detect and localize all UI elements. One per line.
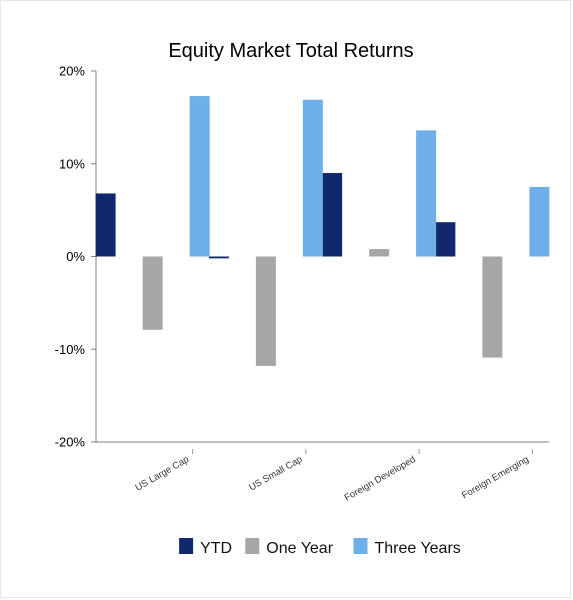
x-category-label: Foreign Developed <box>343 454 418 504</box>
bar-one-year <box>369 249 390 257</box>
legend-swatch-one-year <box>245 538 260 554</box>
y-tick-label: -10% <box>55 342 86 357</box>
x-category-label: US Large Cap <box>133 454 191 494</box>
bar-three-years <box>189 96 210 257</box>
legend-label-one-year: One Year <box>266 540 333 557</box>
legend-swatch-ytd <box>179 538 194 554</box>
bar-three-years <box>302 99 323 257</box>
y-tick-label: 10% <box>59 156 85 171</box>
x-category-label: Foreign Emerging <box>460 454 531 501</box>
legend-label-ytd: YTD <box>200 540 232 557</box>
legend-swatch-three-years <box>353 538 368 554</box>
bar-three-years <box>529 186 550 257</box>
legend: YTD One Year Three Years <box>179 538 461 557</box>
bar-three-years <box>416 130 437 257</box>
bar-ytd <box>95 193 116 257</box>
chart-title: Equity Market Total Returns <box>168 40 413 62</box>
y-tick-label: -20% <box>55 435 86 450</box>
bar-ytd <box>322 173 343 257</box>
bar-one-year <box>482 256 503 358</box>
y-tick-label: 20% <box>59 64 85 79</box>
plot-area: -20% -10% 0% 10% 20% US Large Cap US Small Cap… <box>55 64 550 504</box>
legend-label-three-years: Three Years <box>375 540 461 557</box>
bar-one-year <box>255 256 276 366</box>
bar-ytd <box>208 256 229 259</box>
y-tick-label: 0% <box>66 249 85 264</box>
bar-ytd <box>435 222 456 257</box>
x-category-label: US Small Cap <box>247 454 304 493</box>
bar-one-year <box>142 256 163 330</box>
